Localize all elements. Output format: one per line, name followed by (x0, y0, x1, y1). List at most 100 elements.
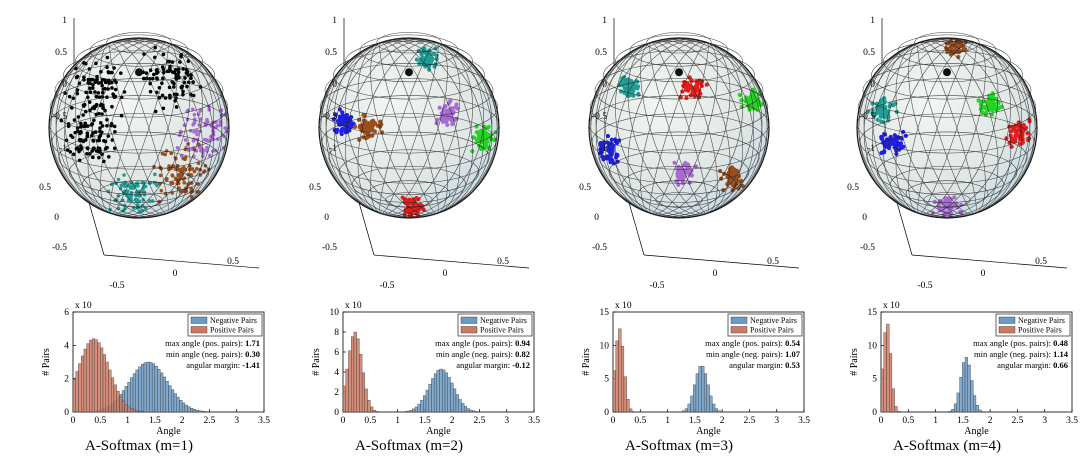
parallel-line (49, 78, 229, 136)
feature-point (83, 138, 88, 142)
feature-point (105, 123, 109, 128)
feature-point (107, 154, 111, 159)
histogram-bar (111, 377, 115, 413)
legend-label: Negative Pairs (750, 316, 797, 325)
feature-point (134, 183, 138, 188)
feature-point (174, 72, 178, 77)
feature-point (435, 117, 440, 122)
feature-point (440, 116, 445, 121)
legend-swatch (998, 316, 1016, 324)
x-tick-label: 2.5 (473, 416, 485, 426)
histogram-bar (162, 376, 166, 413)
feature-point (977, 99, 983, 104)
histogram-bar (967, 364, 971, 413)
feature-point (419, 56, 425, 61)
z-tick-label: -1 (867, 144, 875, 154)
histogram-bar (615, 340, 619, 413)
feature-point (631, 86, 636, 91)
feature-point (109, 80, 114, 85)
feature-point (167, 59, 172, 64)
feature-point (987, 103, 992, 108)
feature-point (191, 122, 195, 127)
y-tick-label: 2 (334, 388, 339, 398)
parallel-line (319, 78, 499, 136)
legend-swatch (460, 316, 478, 324)
feature-point (489, 136, 494, 142)
histogram-bar (412, 408, 416, 413)
histogram-bar (165, 381, 169, 413)
histogram-bar (970, 380, 974, 413)
legend-label: Positive Pairs (480, 326, 524, 335)
histogram-bar (203, 411, 207, 413)
stat-value: 0.54 (785, 338, 801, 348)
histogram-bar (138, 411, 142, 413)
x-axis (911, 254, 1068, 269)
parallel-line (856, 95, 1038, 154)
meridian-line (320, 37, 498, 219)
histogram-bar (372, 409, 376, 413)
feature-point (152, 72, 156, 77)
feature-point (181, 89, 185, 94)
feature-point (203, 163, 208, 168)
histogram-bar (693, 384, 697, 413)
parallel-line (876, 149, 1018, 195)
parallel-line (923, 192, 971, 208)
x-tick-label: 2.5 (743, 416, 755, 426)
stat-value: 0.82 (515, 349, 530, 359)
histogram-bar (375, 411, 379, 413)
histogram-bar (618, 328, 622, 413)
feature-point (100, 112, 104, 116)
y-tick-label: -0.5 (860, 243, 875, 253)
feature-point (207, 138, 212, 143)
parallel-line (589, 78, 769, 136)
parallel-line (588, 95, 770, 154)
parallel-line (106, 32, 172, 54)
histogram-bar (423, 395, 427, 413)
x-tick-label: 0.5 (767, 257, 779, 267)
stat-label: max angle (pos. pairs): (705, 338, 785, 348)
x-tick-label: 1.5 (149, 416, 161, 426)
stat-line: max angle (pos. pairs): 0.54 (705, 338, 801, 348)
x-tick-label: -0.5 (379, 281, 394, 291)
feature-point (142, 193, 147, 197)
histogram-bar (168, 385, 172, 413)
feature-point (78, 124, 83, 129)
z-tick-label: 0.5 (55, 48, 67, 58)
histogram-bar (978, 409, 982, 413)
feature-point (153, 109, 158, 114)
feature-point (103, 80, 108, 85)
feature-point (99, 102, 104, 107)
meridian-line (590, 37, 768, 219)
feature-point (445, 108, 450, 113)
histogram-bar (75, 371, 79, 413)
feature-point (156, 70, 160, 74)
x-axis (373, 254, 530, 269)
histogram-bar (975, 405, 979, 413)
parallel-line (318, 95, 500, 154)
parallel-line (75, 40, 203, 83)
x-tick-label: 2 (450, 416, 455, 426)
parallel-line (857, 78, 1037, 136)
stat-line: min angle (neg. pairs): 0.30 (166, 349, 260, 359)
feature-point (199, 148, 203, 153)
stat-label: angular margin: (997, 360, 1053, 370)
histogram-bar (420, 400, 424, 413)
feature-point (158, 173, 163, 178)
y-tick-label: 0.5 (309, 183, 321, 193)
meridian-line (917, 42, 977, 214)
y-tick-label: 0 (54, 213, 59, 223)
z-tick-label: 0 (870, 80, 875, 90)
feature-point (71, 96, 76, 101)
feature-point (100, 124, 105, 128)
feature-point (879, 98, 884, 103)
y-tick-label: 10 (868, 341, 878, 351)
feature-point (352, 124, 358, 129)
feature-point (688, 93, 693, 98)
parallel-line (866, 131, 1028, 184)
series-negative (682, 366, 721, 413)
stat-value: -0.12 (512, 360, 530, 370)
histogram-bar (687, 403, 691, 413)
stat-line: max angle (pos. pairs): 1.71 (165, 338, 260, 348)
